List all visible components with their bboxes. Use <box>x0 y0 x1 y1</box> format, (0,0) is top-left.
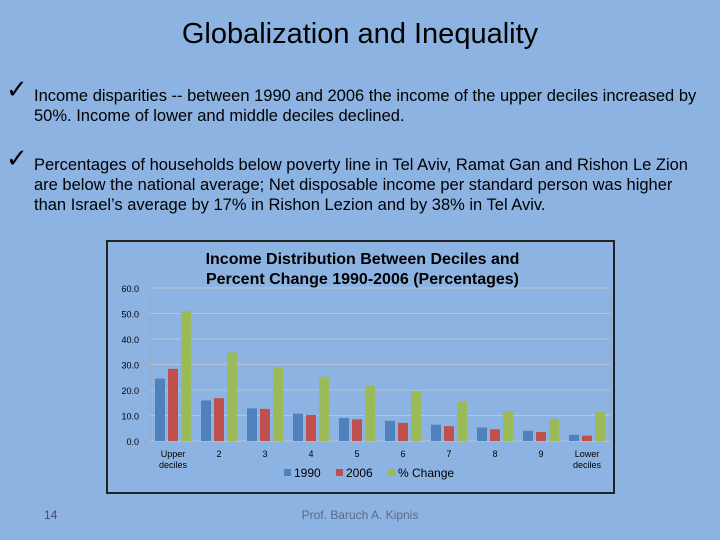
bar <box>477 427 487 441</box>
bar <box>536 432 546 441</box>
bar <box>365 385 375 441</box>
y-tick-label: 50.0 <box>121 310 139 320</box>
bar <box>155 378 165 441</box>
y-tick-label: 0.0 <box>126 437 139 447</box>
slide-title: Globalization and Inequality <box>181 18 539 50</box>
legend-swatch <box>284 469 291 476</box>
bullet-text: Percentages of households below poverty … <box>34 156 688 214</box>
legend-label: % Change <box>398 466 454 480</box>
bar <box>260 408 270 441</box>
x-tick-label: 2 <box>216 449 221 459</box>
chart-title-line-2: Percent Change 1990-2006 (Percentages) <box>205 271 520 288</box>
bar <box>569 434 579 441</box>
x-tick-label: 7 <box>446 449 451 459</box>
chart-title: Income Distribution Between Deciles and … <box>150 250 575 290</box>
bar <box>595 411 605 441</box>
x-tick-label-line: deciles <box>159 460 188 470</box>
x-tick-label-line: Lower <box>575 449 600 459</box>
y-tick-label: 10.0 <box>121 412 139 422</box>
page-number: 14 <box>44 508 58 522</box>
x-tick-label-line: 7 <box>446 449 451 459</box>
legend-label: 1990 <box>294 466 321 480</box>
x-tick-label: 3 <box>262 449 267 459</box>
x-tick-label: 6 <box>400 449 405 459</box>
legend-swatch <box>388 469 395 476</box>
bar <box>339 418 349 441</box>
x-tick-label-line: 9 <box>538 449 543 459</box>
bar <box>273 367 283 441</box>
bar <box>398 422 408 441</box>
x-tick-label: 8 <box>492 449 497 459</box>
x-tick-label-line: 4 <box>308 449 313 459</box>
bullet-poverty-line: ✓ Percentages of households below povert… <box>6 146 706 215</box>
x-tick-label-line: 8 <box>492 449 497 459</box>
x-tick-label: Upper deciles <box>159 449 188 470</box>
chart-title-line-1: Income Distribution Between Deciles and <box>205 251 520 268</box>
bar <box>214 398 224 441</box>
y-tick-label: 30.0 <box>121 361 139 371</box>
x-tick-label-line: 6 <box>400 449 405 459</box>
bar <box>444 426 454 441</box>
x-tick-label-line: 5 <box>354 449 359 459</box>
bar <box>181 310 191 441</box>
bar <box>352 419 362 441</box>
bar <box>582 435 592 441</box>
bar <box>503 410 513 441</box>
author-credit: Prof. Baruch A. Kipnis <box>301 508 419 522</box>
bar <box>431 424 441 441</box>
checkmark-icon: ✓ <box>6 75 28 105</box>
y-tick-label: 20.0 <box>121 386 139 396</box>
bar <box>549 419 559 441</box>
bar <box>293 413 303 441</box>
bar <box>201 400 211 441</box>
bullet-income-disparities: ✓ Income disparities -- between 1990 and… <box>6 77 706 126</box>
x-tick-label: 4 <box>308 449 313 459</box>
bar <box>168 368 178 441</box>
x-tick-label: 5 <box>354 449 359 459</box>
bar <box>523 430 533 441</box>
checkmark-icon: ✓ <box>6 144 28 174</box>
x-tick-label-line: deciles <box>573 460 602 470</box>
bar <box>306 414 316 441</box>
bar <box>457 401 467 441</box>
bar <box>411 391 421 441</box>
bar <box>227 352 237 441</box>
x-tick-label: 9 <box>538 449 543 459</box>
bar <box>490 429 500 441</box>
legend-label: 2006 <box>346 466 373 480</box>
legend-swatch <box>336 469 343 476</box>
bar <box>247 408 257 441</box>
bullet-text: Income disparities -- between 1990 and 2… <box>34 87 697 125</box>
bar <box>319 376 329 441</box>
x-tick-label: Lower deciles <box>573 449 602 470</box>
x-tick-label-line: Upper <box>161 449 186 459</box>
x-tick-label-line: 2 <box>216 449 221 459</box>
y-tick-label: 60.0 <box>121 284 139 294</box>
x-tick-label-line: 3 <box>262 449 267 459</box>
y-tick-label: 40.0 <box>121 335 139 345</box>
bar <box>385 420 395 441</box>
